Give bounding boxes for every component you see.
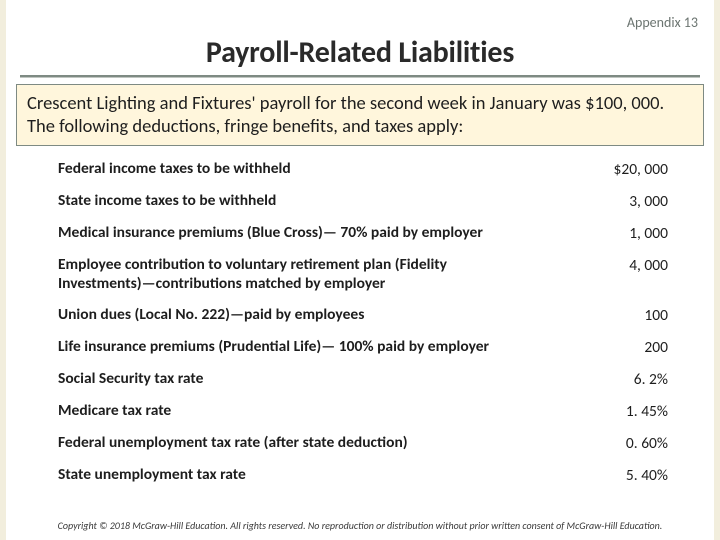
- table-row: State income taxes to be withheld3, 000: [58, 186, 672, 218]
- row-label: Federal income taxes to be withheld: [58, 150, 538, 186]
- table-row: Medical insurance premiums (Blue Cross)—…: [58, 218, 672, 250]
- table-row: State unemployment tax rate5. 40%: [58, 460, 672, 492]
- row-value: 0. 60%: [538, 428, 672, 460]
- row-label: State income taxes to be withheld: [58, 186, 538, 218]
- row-value: 1, 000: [538, 218, 672, 250]
- row-value: 200: [538, 332, 672, 364]
- row-value: 3, 000: [538, 186, 672, 218]
- table-row: Employee contribution to voluntary retir…: [58, 250, 672, 300]
- title-underline: [20, 75, 700, 78]
- row-value: 6. 2%: [538, 364, 672, 396]
- row-label: Medicare tax rate: [58, 396, 538, 428]
- decorative-strip-right: [714, 0, 720, 540]
- appendix-label: Appendix 13: [627, 14, 698, 31]
- table-row: Federal income taxes to be withheld$20, …: [58, 150, 672, 186]
- row-value: $20, 000: [538, 150, 672, 186]
- row-label: State unemployment tax rate: [58, 460, 538, 492]
- table-row: Life insurance premiums (Prudential Life…: [58, 332, 672, 364]
- row-value: 5. 40%: [538, 460, 672, 492]
- row-label: Union dues (Local No. 222)—paid by emplo…: [58, 300, 538, 332]
- row-value: 4, 000: [538, 250, 672, 300]
- title-block: Payroll-Related Liabilities: [0, 34, 720, 78]
- row-label: Life insurance premiums (Prudential Life…: [58, 332, 538, 364]
- row-label: Federal unemployment tax rate (after sta…: [58, 428, 538, 460]
- deductions-table: Federal income taxes to be withheld$20, …: [58, 150, 672, 491]
- intro-box: Crescent Lighting and Fixtures' payroll …: [16, 84, 704, 146]
- row-value: 100: [538, 300, 672, 332]
- page-title: Payroll-Related Liabilities: [0, 34, 720, 71]
- copyright-footer: Copyright © 2018 McGraw-Hill Education. …: [0, 519, 720, 532]
- row-label: Employee contribution to voluntary retir…: [58, 250, 538, 300]
- row-label: Social Security tax rate: [58, 364, 538, 396]
- table-row: Union dues (Local No. 222)—paid by emplo…: [58, 300, 672, 332]
- table-row: Medicare tax rate1. 45%: [58, 396, 672, 428]
- table-row: Federal unemployment tax rate (after sta…: [58, 428, 672, 460]
- row-label: Medical insurance premiums (Blue Cross)—…: [58, 218, 538, 250]
- row-value: 1. 45%: [538, 396, 672, 428]
- slide: Appendix 13 Payroll-Related Liabilities …: [0, 0, 720, 540]
- decorative-strip-left: [0, 0, 6, 540]
- table-row: Social Security tax rate6. 2%: [58, 364, 672, 396]
